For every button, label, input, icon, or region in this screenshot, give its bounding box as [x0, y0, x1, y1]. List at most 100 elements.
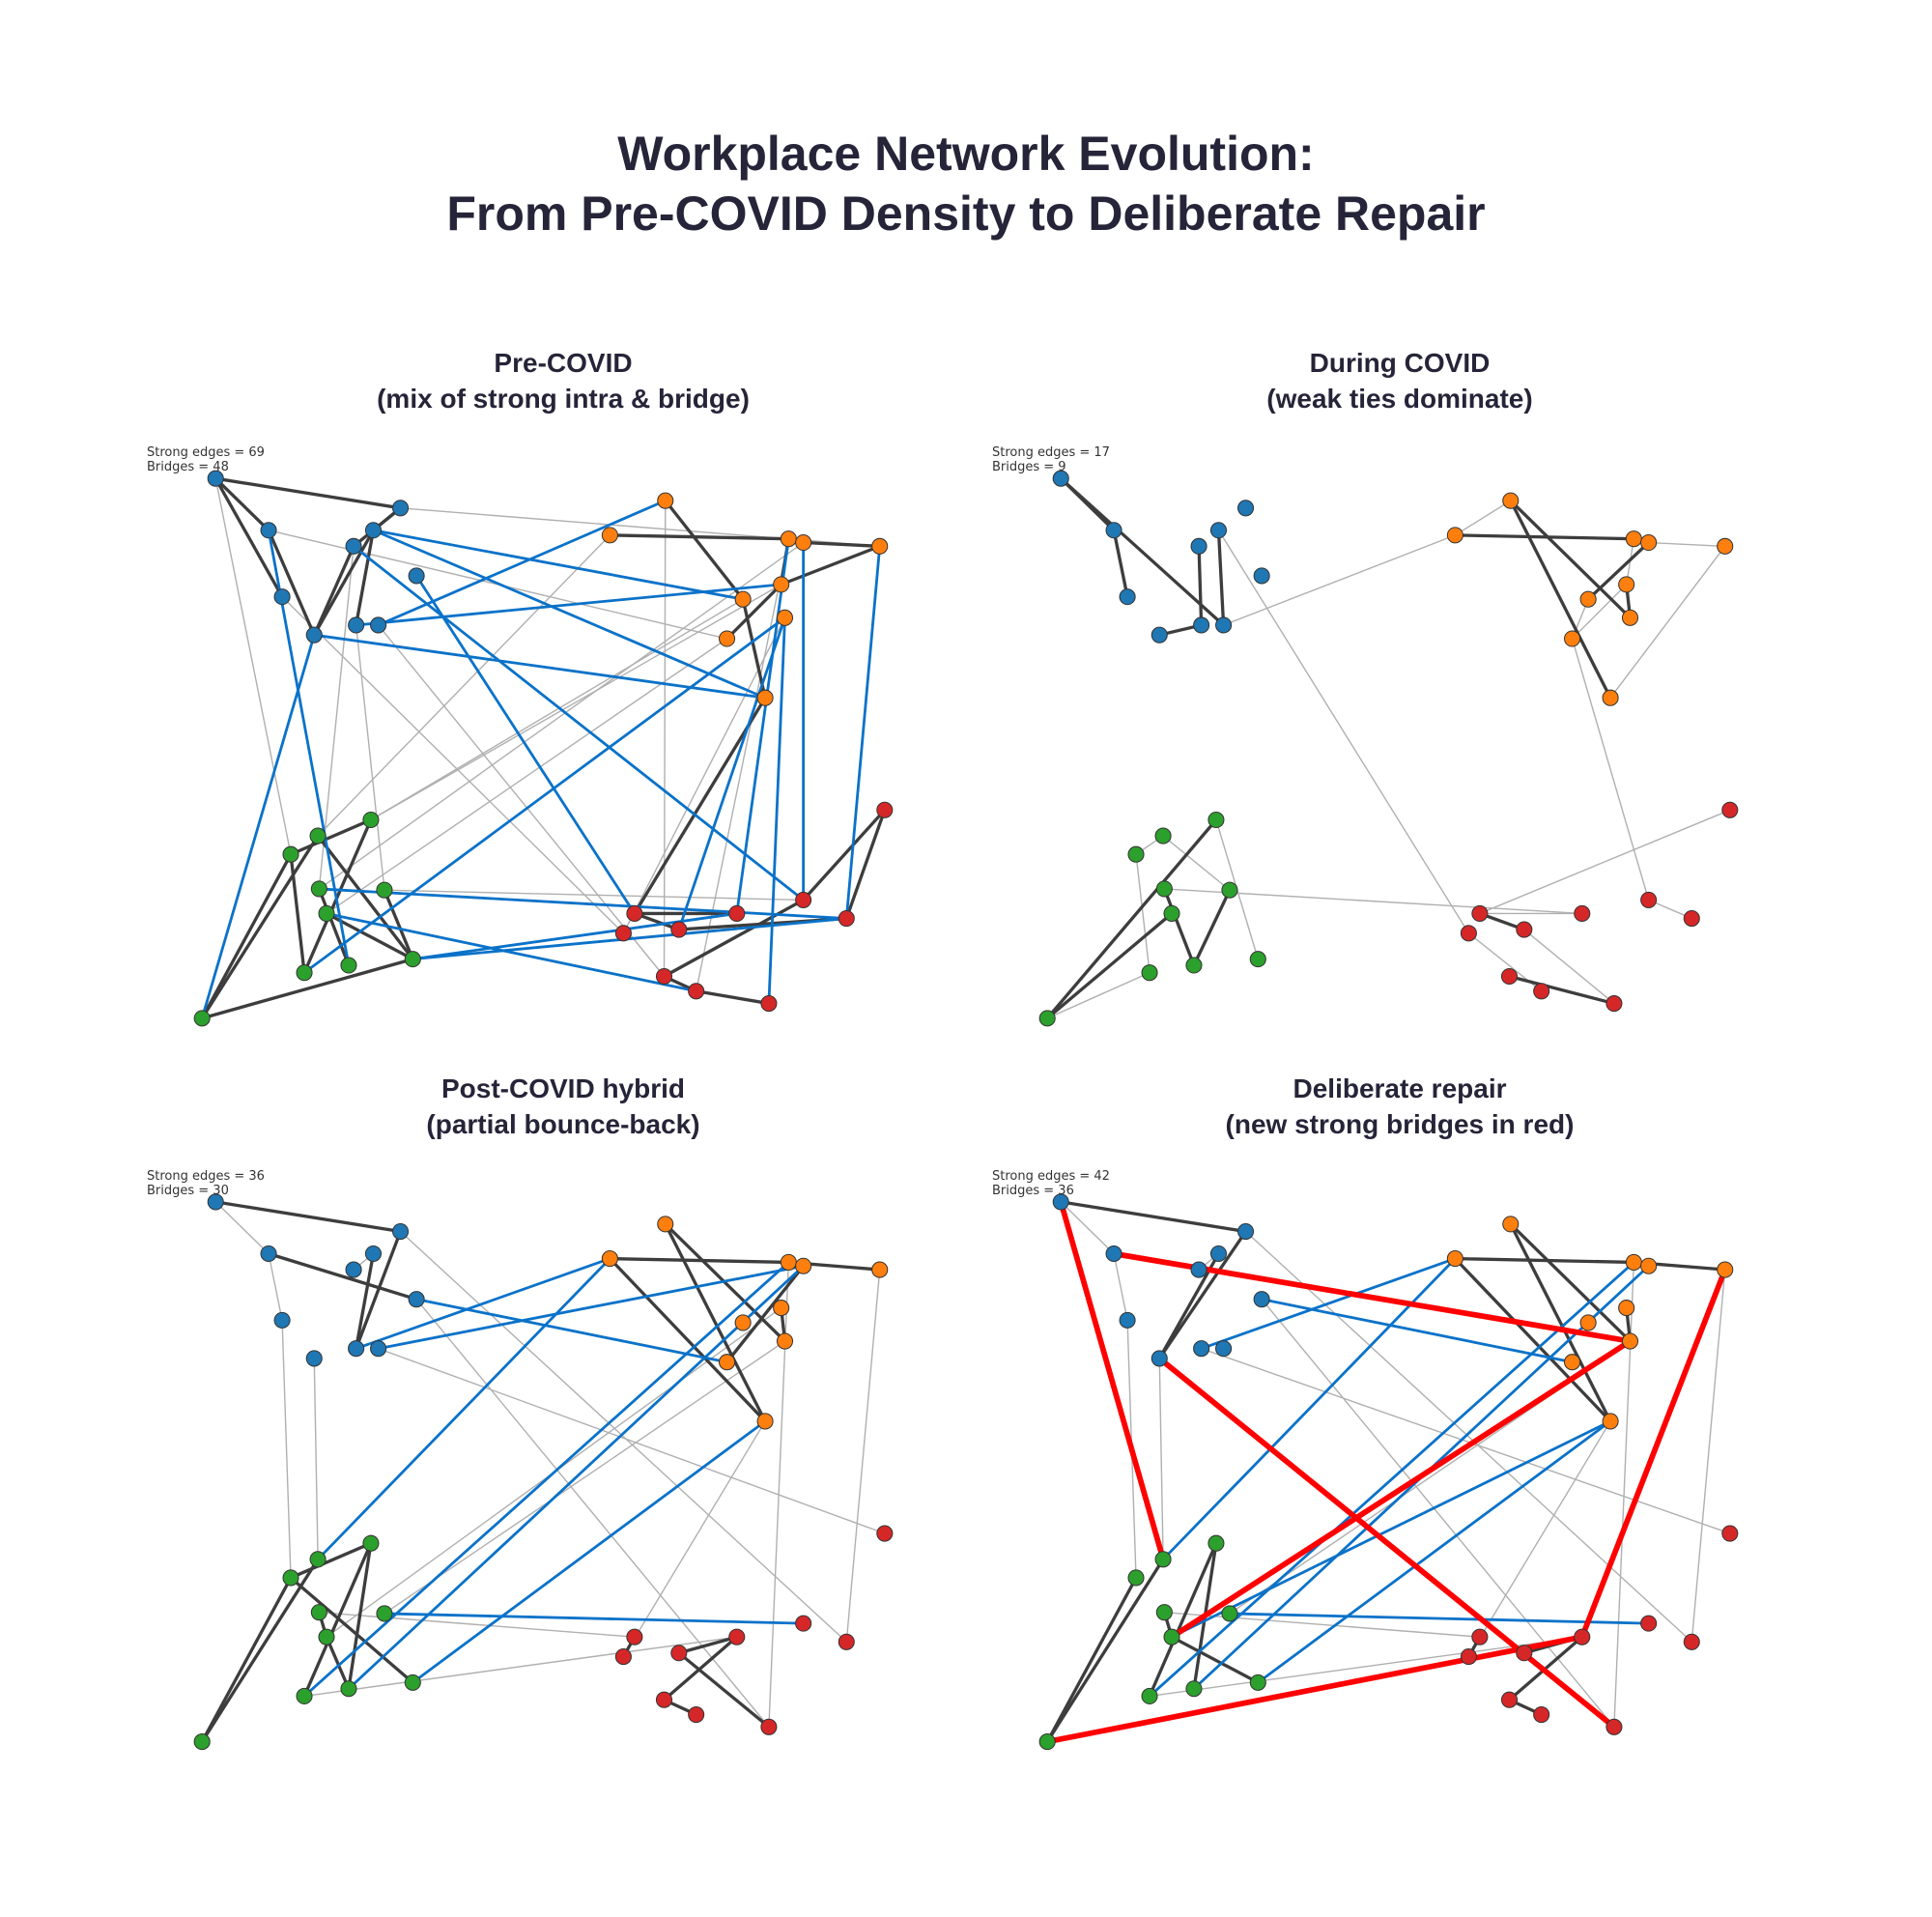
blue-node	[1193, 1340, 1210, 1358]
blue-node	[408, 567, 425, 585]
weak-edge	[214, 478, 292, 855]
orange-node	[795, 533, 812, 552]
weak-edge	[845, 1270, 881, 1643]
bridge-edge	[1201, 1257, 1456, 1351]
blue-node	[1052, 1193, 1069, 1211]
weak-edge	[1690, 1270, 1726, 1643]
weak-edge	[268, 1253, 283, 1321]
green-node	[376, 1605, 393, 1622]
strong-edge	[1045, 1558, 1165, 1743]
red-node	[1516, 921, 1533, 938]
orange-node	[1502, 1216, 1520, 1233]
red-node	[1500, 967, 1519, 986]
stats-during-covid: Strong edges = 17 Bridges = 9	[992, 445, 1110, 474]
strong-edge	[844, 809, 887, 920]
blue-node	[1193, 616, 1210, 634]
orange-node	[756, 689, 774, 706]
blue-node	[1253, 567, 1270, 585]
title-line-2: From Pre-COVID Density to Deliberate Rep…	[446, 186, 1486, 241]
weak-edge	[622, 1420, 766, 1657]
orange-node	[601, 527, 618, 544]
weak-edge	[1455, 500, 1512, 536]
network-panel-1	[1038, 470, 1739, 1027]
bridge-edge	[412, 917, 847, 961]
weak-edge	[370, 598, 744, 821]
weak-edge	[318, 541, 805, 890]
bridge-edge	[355, 1257, 611, 1351]
weak-edge	[1523, 929, 1615, 1005]
red-node	[1683, 910, 1700, 928]
strong-edge	[290, 1541, 372, 1580]
orange-node	[1446, 1250, 1463, 1268]
strong-edge	[610, 533, 789, 541]
weak-edge	[1571, 638, 1650, 901]
panel-title: Post-COVID hybrid	[440, 1073, 685, 1103]
red-node	[795, 1615, 812, 1632]
green-node	[318, 1628, 335, 1645]
green-node	[1163, 1628, 1180, 1645]
strong-edge	[1509, 500, 1612, 699]
blue-node	[370, 616, 387, 634]
weak-edge	[400, 1231, 847, 1643]
blue-node	[1052, 470, 1069, 487]
orange-node	[1625, 530, 1642, 548]
orange-node	[1618, 1300, 1635, 1317]
strong-edge	[200, 1577, 293, 1743]
weak-edge	[378, 624, 666, 977]
blue-node	[391, 1222, 410, 1241]
strong-edge	[290, 817, 372, 856]
blue-node	[364, 522, 383, 539]
bridges-count: Bridges = 9	[992, 460, 1066, 474]
green-node	[282, 845, 299, 863]
panel-subtitle: (mix of strong intra & bridge)	[377, 384, 750, 414]
weak-edge	[1609, 545, 1726, 699]
strong-edge	[214, 476, 401, 510]
orange-node	[1640, 533, 1658, 552]
figure-title: Workplace Network Evolution: From Pre-CO…	[0, 124, 1932, 243]
strong-edges-count: Strong edges = 42	[992, 1169, 1110, 1184]
bridge-edge	[1171, 1419, 1611, 1639]
orange-node	[1502, 492, 1520, 509]
red-node	[728, 904, 746, 922]
strong-edges-count: Strong edges = 17	[992, 445, 1110, 460]
orange-node	[1564, 1354, 1581, 1371]
bridge-edge	[412, 912, 737, 961]
blue-node	[1236, 1222, 1255, 1241]
strong-edge	[383, 889, 414, 960]
red-node	[1640, 1615, 1658, 1632]
orange-node	[1717, 537, 1734, 555]
weak-edge	[622, 617, 786, 934]
strong-edge	[781, 544, 881, 587]
blue-node	[1209, 1245, 1228, 1263]
red-node	[670, 1645, 688, 1662]
weak-edge	[1467, 1420, 1611, 1657]
panel-subtitle: (partial bounce-back)	[426, 1109, 700, 1139]
strong-edge	[1060, 1200, 1246, 1234]
bridge-edge	[373, 529, 744, 601]
blue-node	[345, 537, 362, 555]
strong-edge	[317, 888, 351, 966]
green-node	[1038, 1010, 1056, 1027]
green-node	[1154, 827, 1172, 844]
orange-node	[1579, 590, 1597, 608]
blue-node	[260, 522, 277, 539]
orange-node	[773, 1300, 790, 1317]
strong-edge	[200, 1558, 320, 1743]
strong-edge	[1045, 1577, 1138, 1743]
red-node	[1574, 904, 1591, 922]
red-node	[795, 891, 812, 908]
orange-node	[719, 1354, 736, 1371]
strong-edge	[663, 898, 805, 978]
green-node	[296, 1687, 313, 1704]
strong-edge	[696, 989, 770, 1006]
strong-edge	[1112, 529, 1129, 597]
red-node	[876, 801, 894, 818]
strong-edge	[316, 835, 414, 960]
panel-subtitle: (weak ties dominate)	[1266, 384, 1533, 414]
red-node	[688, 1705, 705, 1724]
weak-edge	[313, 1358, 319, 1559]
green-node	[1154, 1551, 1172, 1568]
red-node	[1500, 1691, 1519, 1708]
bridge-edge	[355, 583, 781, 627]
bridge-edge	[317, 1257, 611, 1560]
